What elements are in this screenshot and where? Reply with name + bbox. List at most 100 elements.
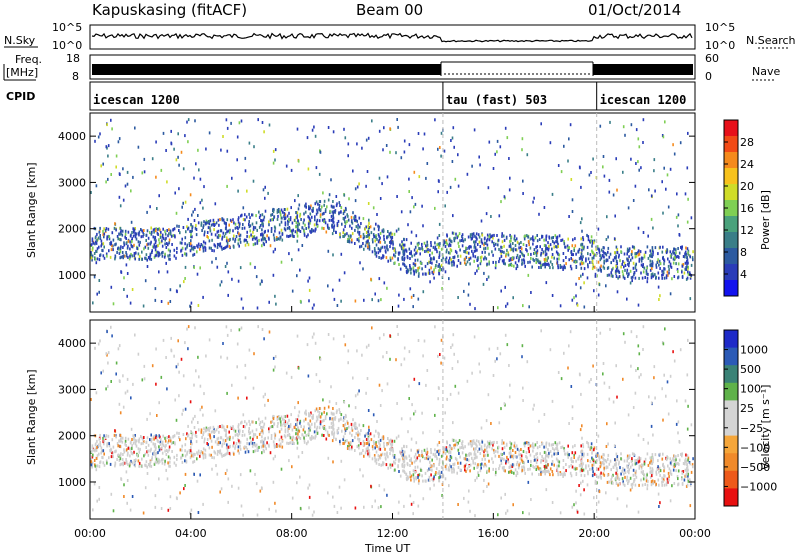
- echo-cell: [292, 435, 294, 439]
- echo-cell: [373, 235, 375, 239]
- echo-cell: [334, 210, 336, 214]
- echo-cell: [602, 462, 605, 466]
- echo-cell: [318, 411, 321, 414]
- echo-cell: [280, 220, 283, 224]
- cpid-label: CPID: [6, 90, 35, 103]
- echo-cell: [186, 452, 188, 456]
- echo-cell: [469, 463, 472, 467]
- echo-cell: [213, 228, 215, 232]
- echo-cell: [453, 261, 455, 265]
- echo-cell: [426, 262, 429, 266]
- echo-cell: [383, 488, 386, 492]
- echo-cell: [269, 244, 272, 248]
- echo-cell: [375, 441, 377, 445]
- echo-cell: [142, 437, 144, 441]
- echo-cell: [379, 443, 381, 447]
- echo-cell: [657, 478, 660, 482]
- echo-cell: [144, 452, 147, 456]
- echo-cell: [380, 246, 382, 250]
- echo-cell: [512, 503, 514, 507]
- echo-cell: [96, 439, 98, 443]
- echo-cell: [333, 431, 336, 435]
- echo-cell: [519, 461, 521, 465]
- echo-cell: [154, 236, 157, 240]
- echo-cell: [444, 452, 447, 455]
- echo-cell: [204, 246, 207, 250]
- echo-cell: [687, 404, 689, 408]
- echo-cell: [225, 325, 228, 329]
- echo-cell: [287, 429, 289, 433]
- echo-cell: [446, 441, 448, 445]
- echo-cell: [233, 452, 235, 456]
- echo-cell: [173, 461, 176, 465]
- echo-cell: [112, 451, 114, 455]
- echo-cell: [384, 240, 386, 244]
- echo-cell: [374, 446, 376, 450]
- echo-cell: [684, 459, 686, 463]
- echo-cell: [408, 247, 411, 251]
- echo-cell: [495, 242, 497, 246]
- echo-cell: [473, 128, 476, 132]
- echo-cell: [415, 270, 418, 274]
- echo-cell: [215, 428, 218, 432]
- echo-cell: [382, 463, 384, 467]
- echo-cell: [209, 426, 212, 430]
- echo-cell: [102, 242, 105, 246]
- echo-cell: [127, 230, 130, 234]
- echo-cell: [642, 472, 644, 475]
- echo-cell: [125, 251, 127, 254]
- echo-cell: [403, 455, 405, 459]
- echo-cell: [646, 266, 648, 270]
- echo-cell: [500, 245, 502, 249]
- echo-cell: [237, 189, 239, 193]
- echo-cell: [473, 447, 476, 451]
- echo-cell: [164, 238, 166, 242]
- echo-cell: [515, 248, 518, 252]
- echo-cell: [106, 237, 108, 241]
- echo-cell: [458, 452, 460, 455]
- echo-cell: [377, 233, 380, 237]
- echo-cell: [508, 258, 511, 262]
- echo-cell: [105, 459, 108, 463]
- echo-cell: [540, 263, 542, 267]
- echo-cell: [246, 441, 248, 445]
- echo-cell: [132, 230, 135, 234]
- echo-cell: [652, 460, 654, 464]
- echo-cell: [581, 262, 583, 266]
- echo-cell: [500, 254, 503, 258]
- echo-cell: [184, 443, 187, 447]
- echo-cell: [321, 205, 323, 209]
- echo-cell: [549, 467, 552, 471]
- echo-cell: [475, 447, 477, 451]
- echo-cell: [99, 441, 101, 444]
- echo-cell: [363, 235, 366, 239]
- echo-cell: [400, 452, 403, 456]
- echo-cell: [684, 192, 687, 196]
- echo-cell: [322, 398, 324, 402]
- echo-cell: [363, 442, 366, 446]
- echo-cell: [489, 442, 492, 446]
- echo-cell: [638, 464, 641, 468]
- echo-cell: [268, 237, 270, 241]
- echo-cell: [659, 245, 661, 249]
- echo-cell: [181, 444, 183, 448]
- echo-cell: [189, 242, 192, 246]
- echo-cell: [450, 346, 452, 349]
- echo-cell: [413, 460, 416, 464]
- echo-cell: [191, 420, 193, 424]
- echo-cell: [666, 270, 669, 274]
- echo-cell: [651, 272, 654, 276]
- echo-cell: [429, 261, 432, 264]
- echo-cell: [486, 239, 488, 243]
- echo-cell: [332, 495, 334, 499]
- echo-cell: [321, 226, 323, 230]
- echo-cell: [365, 138, 368, 142]
- echo-cell: [327, 491, 329, 495]
- echo-cell: [671, 484, 673, 488]
- echo-cell: [424, 250, 426, 253]
- echo-cell: [627, 413, 630, 417]
- echo-cell: [216, 472, 219, 476]
- echo-cell: [319, 208, 322, 212]
- echo-cell: [346, 447, 349, 450]
- echo-cell: [536, 456, 539, 460]
